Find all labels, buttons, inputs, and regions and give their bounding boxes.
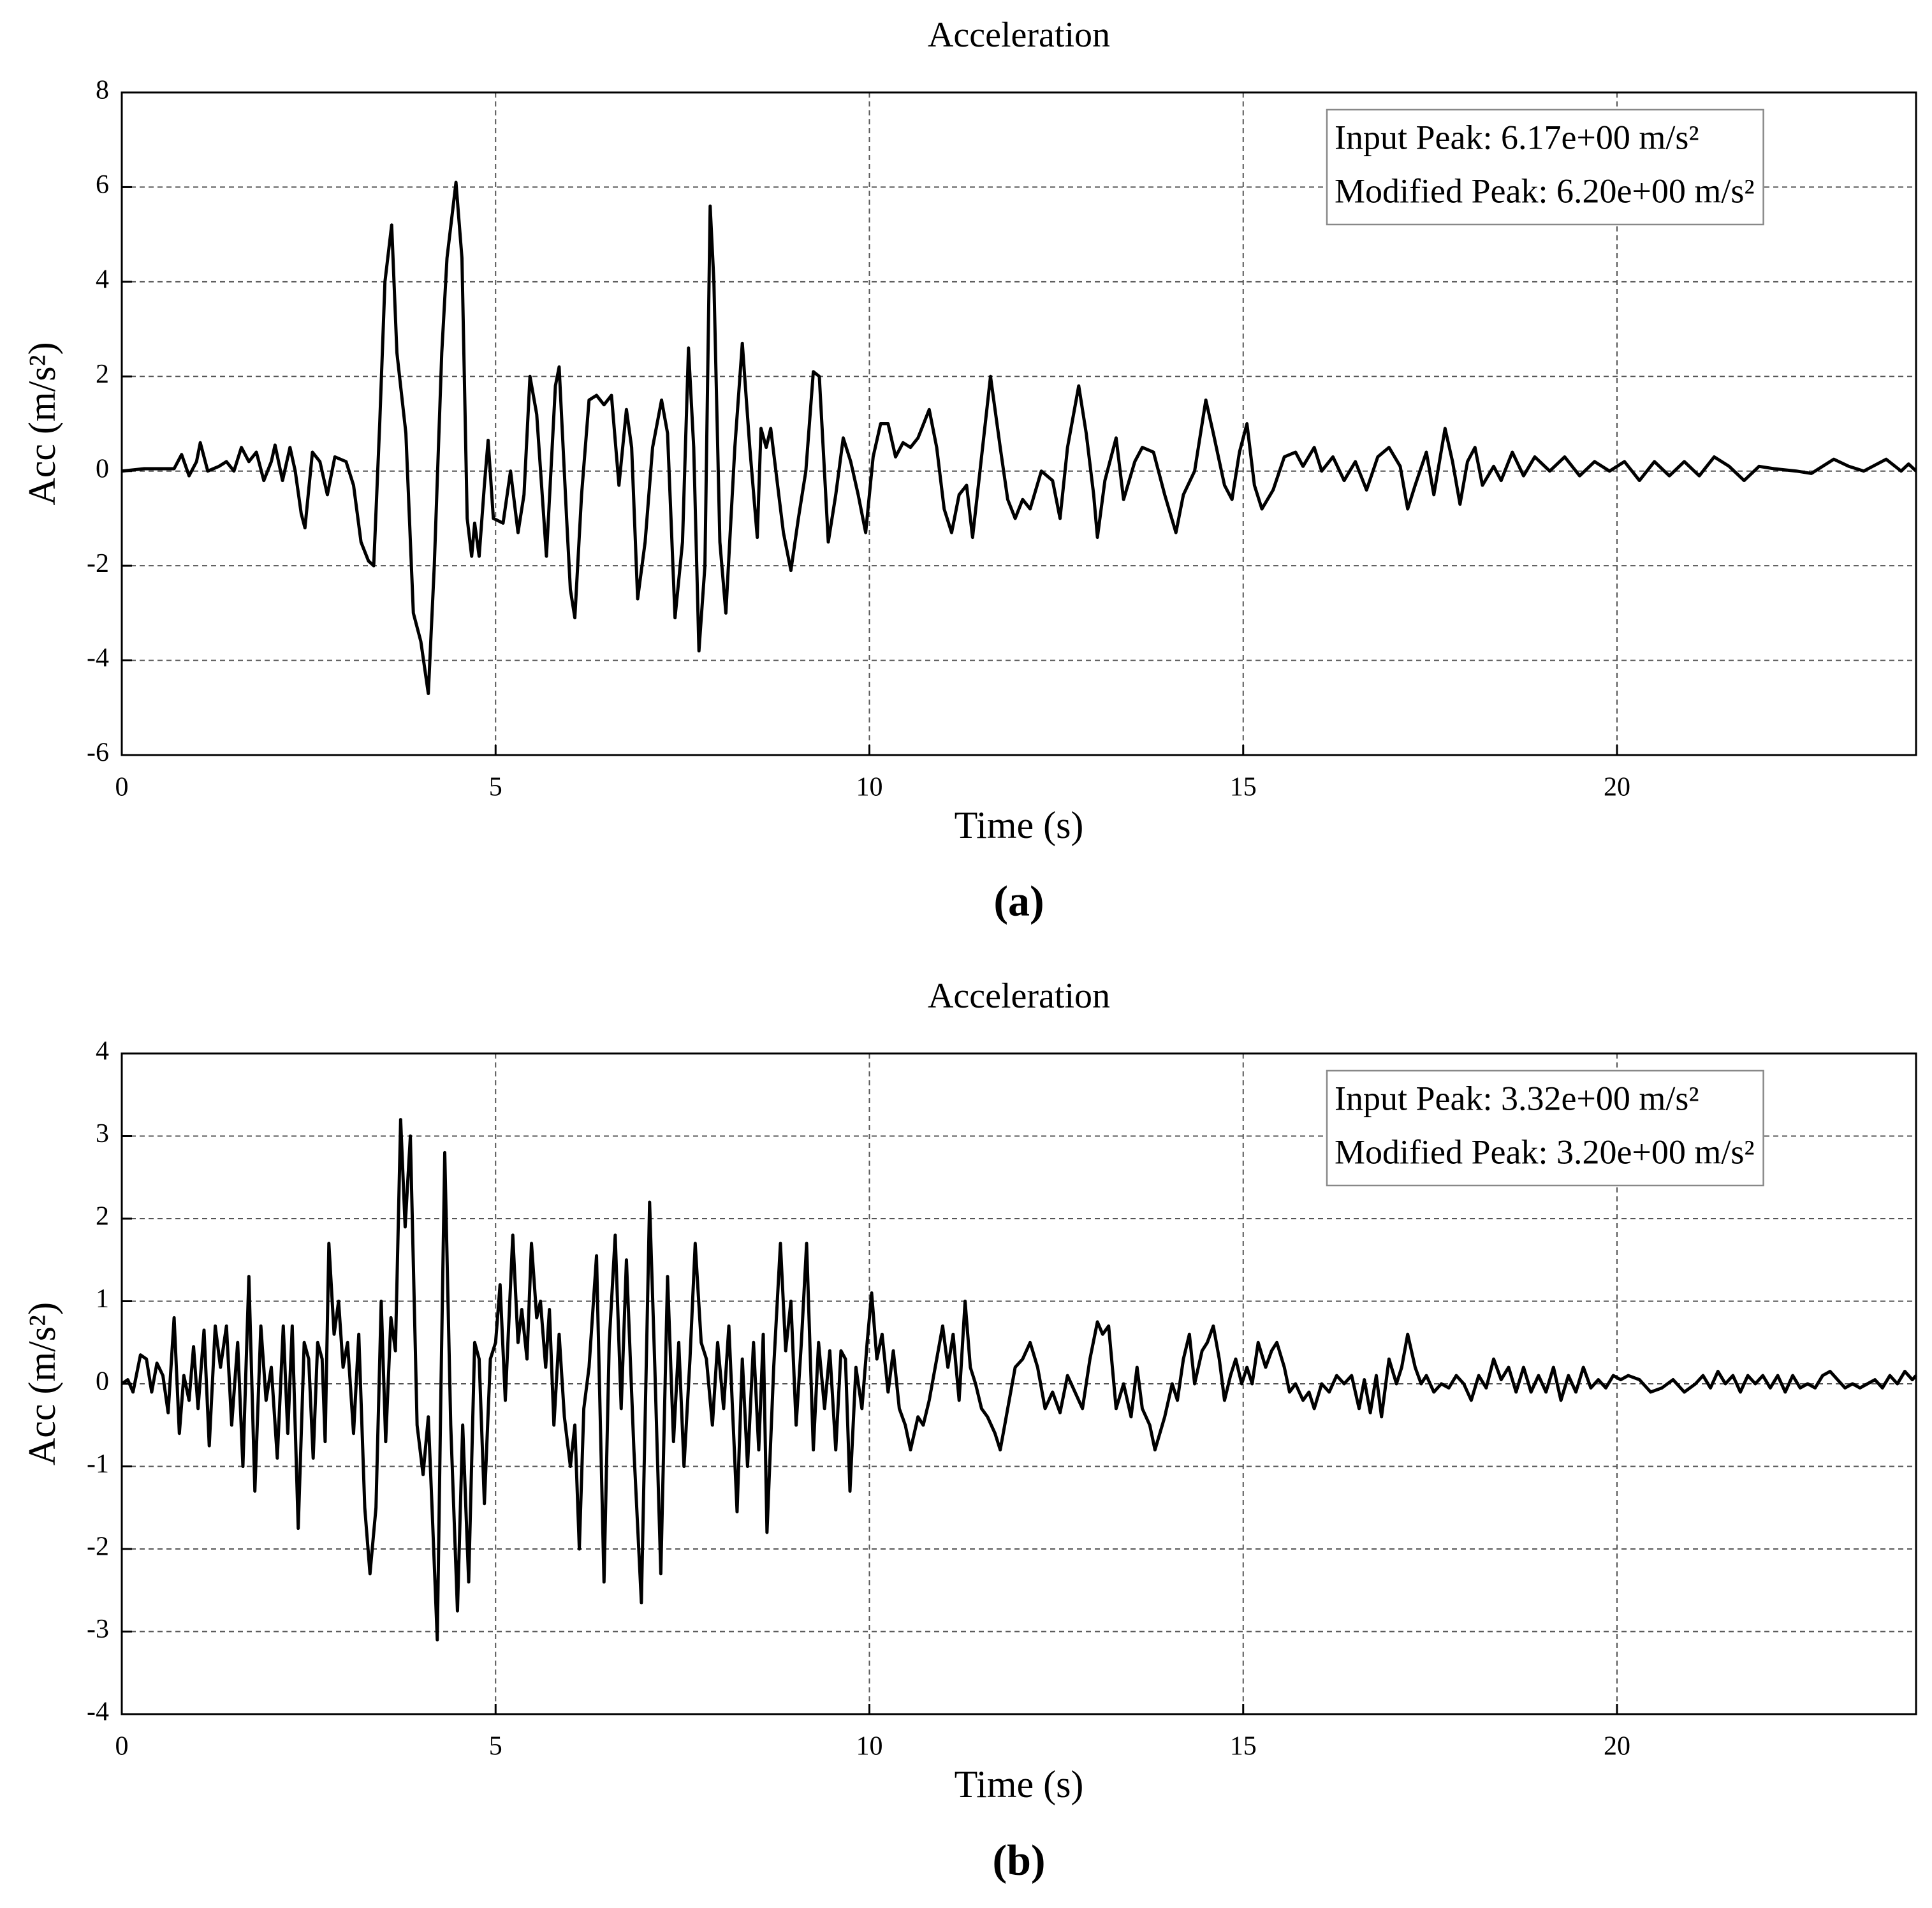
y-tick-label: -1 bbox=[87, 1449, 109, 1479]
plot-frame bbox=[121, 91, 1917, 756]
data-line bbox=[121, 180, 1917, 696]
y-tick-label: 1 bbox=[96, 1284, 109, 1314]
y-axis-label: Acc (m/s²) bbox=[21, 342, 63, 505]
annotation: Modified Peak: 3.20e+00 m/s² bbox=[1335, 1133, 1755, 1171]
x-tick-label: 10 bbox=[856, 1732, 883, 1761]
x-axis-label: Time (s) bbox=[955, 804, 1084, 846]
data-line bbox=[121, 1118, 1917, 1641]
y-tick-label: -4 bbox=[87, 643, 109, 673]
annotation: Input Peak: 3.32e+00 m/s² bbox=[1335, 1079, 1699, 1117]
annotation: Input Peak: 6.17e+00 m/s² bbox=[1335, 118, 1699, 156]
chart-title: Acceleration bbox=[928, 976, 1110, 1016]
chart-title: Acceleration bbox=[928, 15, 1110, 55]
y-tick-label: -4 bbox=[87, 1698, 109, 1727]
y-tick-label: -2 bbox=[87, 549, 109, 578]
x-tick-label: 0 bbox=[115, 773, 129, 802]
y-tick-label: 8 bbox=[96, 76, 109, 105]
x-tick-label: 20 bbox=[1604, 1732, 1630, 1761]
x-axis-label: Time (s) bbox=[955, 1763, 1084, 1805]
x-tick-label: 10 bbox=[856, 773, 883, 802]
y-tick-label: 2 bbox=[96, 360, 109, 389]
x-tick-label: 5 bbox=[489, 773, 502, 802]
y-tick-label: -6 bbox=[87, 738, 109, 768]
y-tick-label: 4 bbox=[96, 265, 109, 294]
y-tick-label: 3 bbox=[96, 1119, 109, 1148]
x-tick-label: 20 bbox=[1604, 773, 1630, 802]
caption: (b) bbox=[992, 1836, 1045, 1884]
annotation: Modified Peak: 6.20e+00 m/s² bbox=[1335, 172, 1755, 210]
x-tick-label: 15 bbox=[1230, 1732, 1257, 1761]
x-tick-label: 0 bbox=[115, 1732, 129, 1761]
caption: (a) bbox=[993, 877, 1044, 925]
y-tick-label: 4 bbox=[96, 1037, 109, 1066]
annotation-box bbox=[1326, 1069, 1764, 1187]
plot-frame bbox=[121, 1052, 1917, 1715]
x-tick-label: 15 bbox=[1230, 773, 1257, 802]
y-tick-label: 0 bbox=[96, 1367, 109, 1397]
y-tick-label: -2 bbox=[87, 1532, 109, 1562]
y-axis-label: Acc (m/s²) bbox=[21, 1302, 63, 1465]
y-tick-label: 2 bbox=[96, 1202, 109, 1231]
annotation-box bbox=[1326, 108, 1764, 226]
y-tick-label: -3 bbox=[87, 1615, 109, 1644]
y-tick-label: 0 bbox=[96, 454, 109, 483]
y-tick-label: 6 bbox=[96, 170, 109, 200]
x-tick-label: 5 bbox=[489, 1732, 502, 1761]
